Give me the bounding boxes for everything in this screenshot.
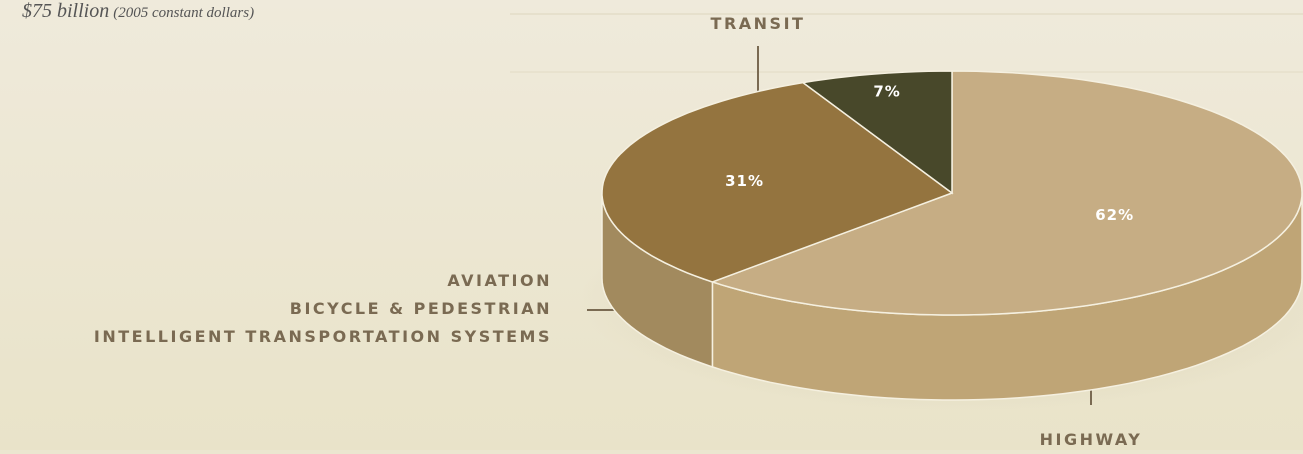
value-label: 62% <box>1095 206 1134 224</box>
category-label: AVIATION BICYCLE & PEDESTRIAN INTELLIGEN… <box>93 271 552 346</box>
value-label: 7% <box>873 82 900 100</box>
slice <box>801 70 953 195</box>
subtitle-amount: $75 billion <box>22 0 110 22</box>
subtitle-note: (2005 constant dollars) <box>113 5 255 21</box>
category-label: TRANSIT <box>710 14 806 33</box>
subtitle: $75 billion (2005 constant dollars) <box>22 0 254 23</box>
category-label: HIGHWAY <box>1039 430 1143 449</box>
slice <box>601 81 954 283</box>
value-label: 31% <box>725 172 764 190</box>
slice <box>710 70 1303 316</box>
